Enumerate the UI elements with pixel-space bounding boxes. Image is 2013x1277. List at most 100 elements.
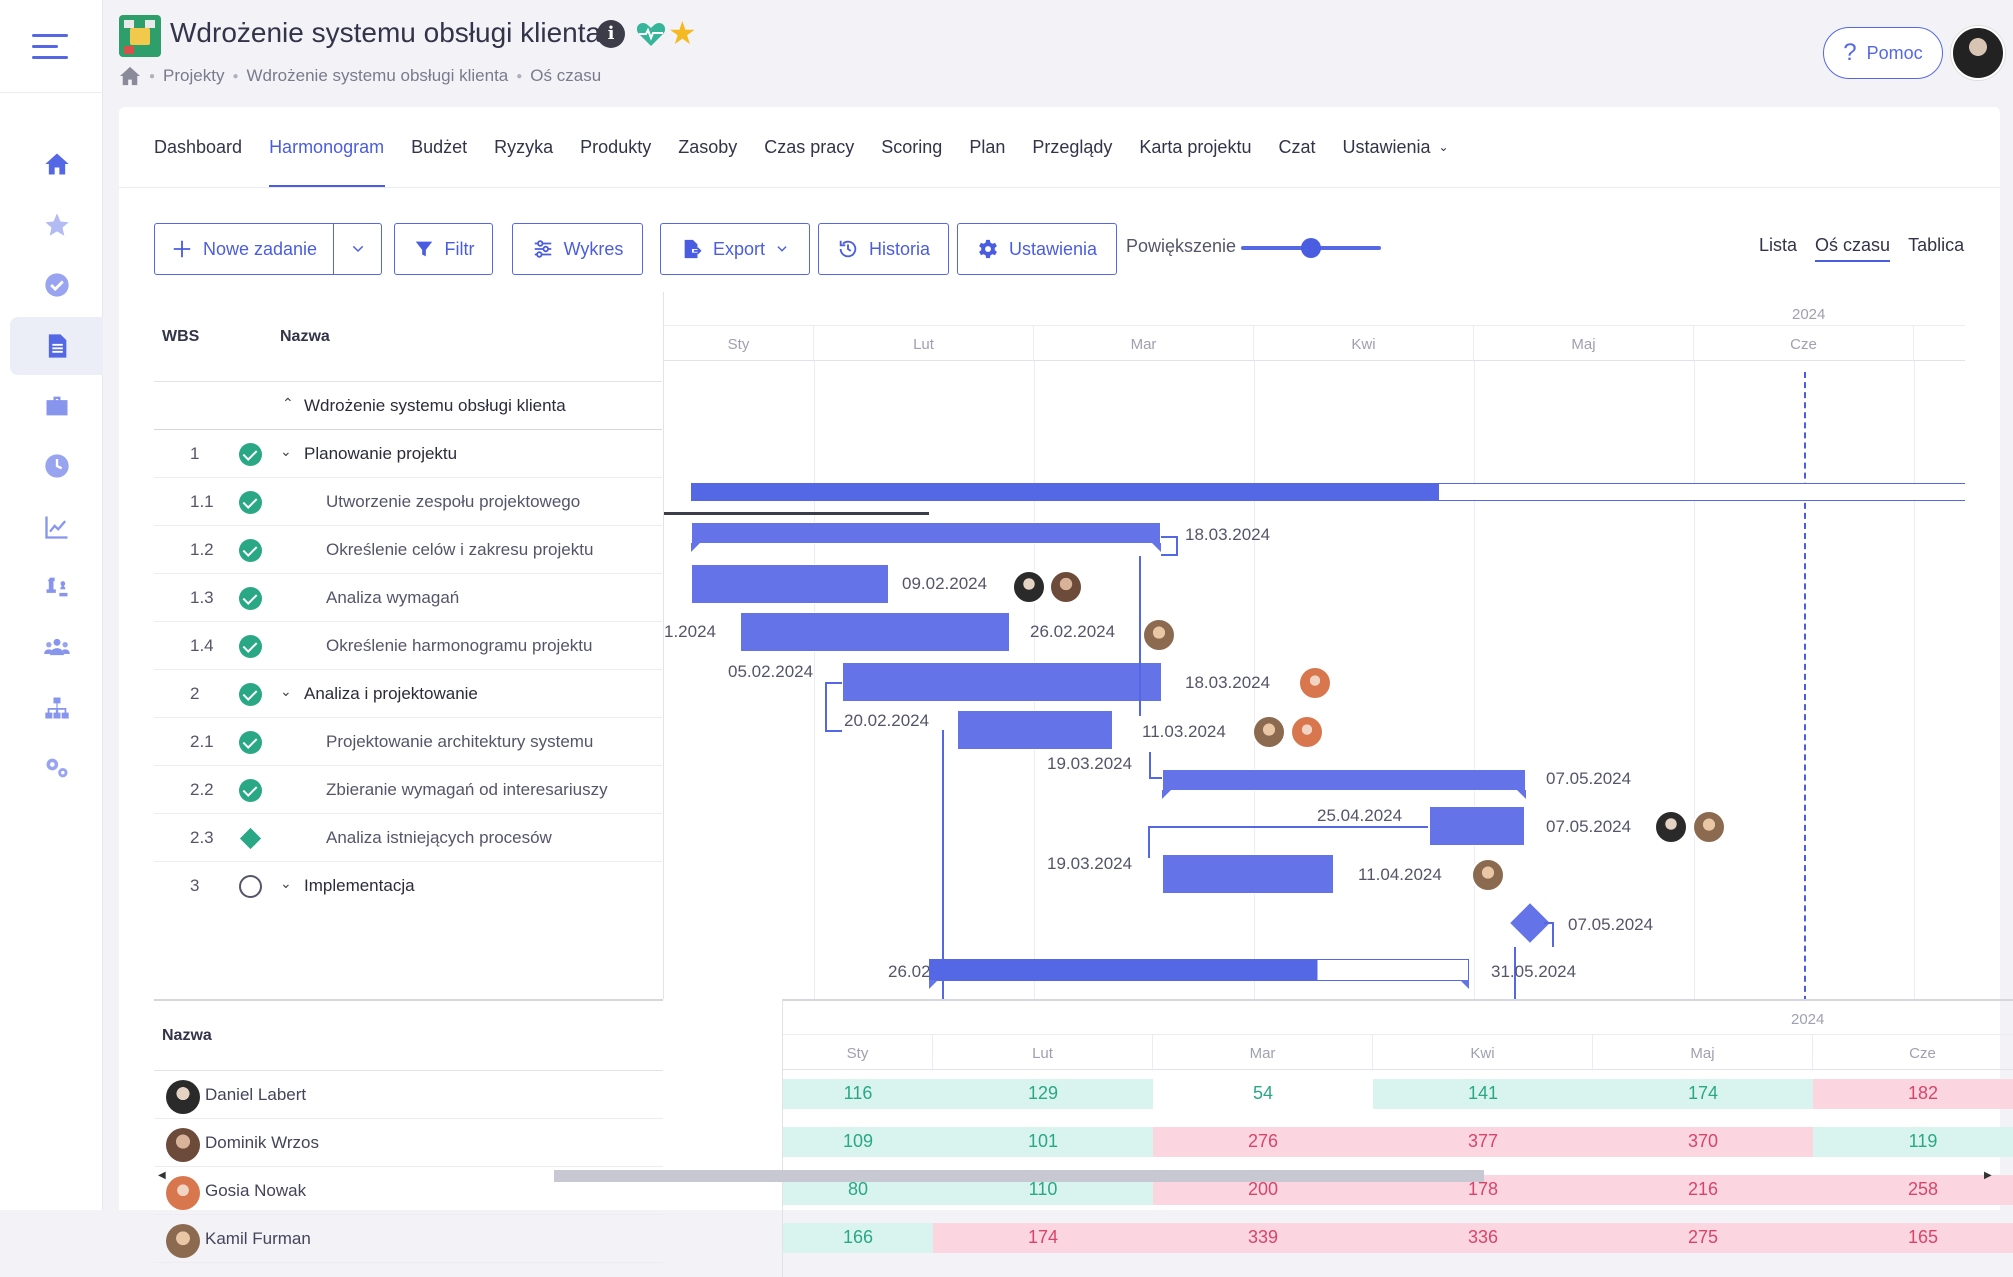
assignee-avatar[interactable] — [1471, 858, 1505, 892]
info-icon[interactable]: i — [597, 20, 625, 48]
tab-settings[interactable]: Ustawienia ⌄ — [1329, 107, 1462, 187]
tab-reviews[interactable]: Przeglądy — [1032, 136, 1113, 157]
chevron-down-icon[interactable]: ⌄ — [280, 443, 292, 459]
status-open-icon[interactable] — [239, 875, 262, 898]
col-wbs-header[interactable]: WBS — [162, 328, 200, 345]
workload-cell[interactable]: 101 — [933, 1127, 1153, 1157]
zoom-slider[interactable] — [1241, 238, 1381, 258]
task-bar[interactable] — [842, 662, 1162, 702]
new-task-dropdown-button[interactable] — [333, 223, 382, 275]
table-row[interactable]: 1.1 Utworzenie zespołu projektowego — [154, 478, 662, 526]
view-timeline[interactable]: Oś czasu — [1815, 235, 1891, 262]
tab-dashboard[interactable]: Dashboard — [154, 136, 243, 157]
scroll-right-icon[interactable]: ▶ — [1984, 1170, 1992, 1181]
task-bar[interactable] — [740, 612, 1010, 652]
assignee-avatar[interactable] — [1252, 715, 1286, 749]
chart-button[interactable]: Wykres — [512, 223, 643, 275]
table-row[interactable]: 2 ⌄ Analiza i projektowanie — [154, 670, 662, 718]
workload-cell[interactable]: 116 — [783, 1079, 933, 1109]
view-list[interactable]: Lista — [1759, 235, 1798, 255]
assignee-avatar[interactable] — [1012, 570, 1046, 604]
workload-cell[interactable]: 339 — [1153, 1223, 1373, 1253]
tab-budget[interactable]: Budżet — [411, 136, 468, 157]
sidebar-item-reports[interactable] — [10, 498, 103, 556]
status-done-icon[interactable] — [239, 683, 262, 706]
sidebar-item-team[interactable] — [10, 618, 103, 676]
sidebar-item-strategy[interactable] — [10, 558, 103, 616]
status-done-icon[interactable] — [239, 587, 262, 610]
resource-timeline[interactable]: 2024 Sty Lut Mar Kwi Maj Cze 116 129 54 141… — [782, 999, 2013, 1277]
breadcrumb-home-icon[interactable] — [119, 66, 141, 86]
user-avatar[interactable] — [1951, 26, 2005, 80]
tab-chat[interactable]: Czat — [1278, 136, 1316, 157]
collapse-icon[interactable]: ⌃ — [282, 395, 294, 411]
status-done-icon[interactable] — [239, 491, 262, 514]
assignee-avatar[interactable] — [1290, 715, 1324, 749]
tab-resources[interactable]: Zasoby — [678, 136, 738, 157]
horizontal-scrollbar[interactable]: ◀ ▶ — [154, 1168, 1999, 1184]
status-done-icon[interactable] — [239, 779, 262, 802]
table-row[interactable]: 3 ⌄ Implementacja — [154, 862, 662, 910]
history-button[interactable]: Historia — [818, 223, 949, 275]
table-row[interactable]: 2.2 Zbieranie wymagań od interesariuszy — [154, 766, 662, 814]
workload-cell[interactable]: 216 — [1593, 1175, 1813, 1205]
chevron-down-icon[interactable]: ⌄ — [280, 683, 292, 699]
workload-cell[interactable]: 141 — [1373, 1079, 1593, 1109]
table-row[interactable]: 1.2 Określenie celów i zakresu projektu — [154, 526, 662, 574]
workload-cell[interactable]: 182 — [1813, 1079, 2013, 1109]
gantt-timeline[interactable]: 2024 Sty Lut Mar Kwi Maj Cze 18.03.2024 … — [663, 292, 1965, 999]
workload-cell[interactable]: 119 — [1813, 1127, 2013, 1157]
sidebar-item-home[interactable] — [10, 135, 103, 193]
zoom-thumb[interactable] — [1301, 238, 1321, 258]
sidebar-item-portfolio[interactable] — [10, 377, 103, 435]
table-row[interactable]: 2.3 Analiza istniejących procesów — [154, 814, 662, 862]
help-button[interactable]: ? Pomoc — [1823, 27, 1943, 79]
workload-cell[interactable]: 109 — [783, 1127, 933, 1157]
task-bar[interactable] — [1429, 806, 1525, 846]
assignee-avatar[interactable] — [1654, 810, 1688, 844]
table-row[interactable]: 1.4 Określenie harmonogramu projektu — [154, 622, 662, 670]
sidebar-item-favorites[interactable] — [10, 196, 103, 254]
workload-cell[interactable]: 174 — [933, 1223, 1153, 1253]
workload-cell[interactable]: 129 — [933, 1079, 1153, 1109]
resource-row[interactable]: Daniel Labert — [154, 1071, 663, 1119]
sidebar-item-settings[interactable] — [10, 739, 103, 797]
resource-row[interactable]: Dominik Wrzos — [154, 1119, 663, 1167]
task-bar[interactable] — [691, 522, 1161, 552]
table-row-root[interactable]: ⌃ Wdrożenie systemu obsługi klienta — [154, 382, 662, 430]
tab-worktime[interactable]: Czas pracy — [764, 136, 855, 157]
filter-button[interactable]: Filtr — [394, 223, 493, 275]
view-board[interactable]: Tablica — [1908, 235, 1965, 255]
workload-cell[interactable]: 276 — [1153, 1127, 1373, 1157]
resource-row[interactable]: Kamil Furman — [154, 1215, 663, 1263]
workload-cell[interactable]: 165 — [1813, 1223, 2013, 1253]
workload-cell[interactable]: 166 — [783, 1223, 933, 1253]
project-bar[interactable] — [691, 483, 1965, 501]
tab-products[interactable]: Produkty — [580, 136, 652, 157]
breadcrumb-project[interactable]: Wdrożenie systemu obsługi klienta — [246, 66, 509, 85]
health-heart-icon[interactable] — [636, 20, 666, 48]
breadcrumb-projects[interactable]: Projekty — [163, 66, 225, 85]
sidebar-item-time[interactable] — [10, 437, 103, 495]
sidebar-item-tasks[interactable] — [10, 256, 103, 314]
workload-cell[interactable]: 336 — [1373, 1223, 1593, 1253]
workload-cell[interactable]: 370 — [1593, 1127, 1813, 1157]
settings-button[interactable]: Ustawienia — [957, 223, 1117, 275]
task-bar[interactable] — [691, 564, 889, 604]
tab-plan[interactable]: Plan — [969, 136, 1006, 157]
task-bar[interactable] — [1162, 854, 1334, 894]
workload-cell[interactable]: 275 — [1593, 1223, 1813, 1253]
status-done-icon[interactable] — [239, 443, 262, 466]
table-row[interactable]: 1.3 Analiza wymagań — [154, 574, 662, 622]
chevron-down-icon[interactable]: ⌄ — [280, 875, 292, 891]
menu-icon[interactable] — [32, 34, 68, 60]
workload-cell[interactable]: 377 — [1373, 1127, 1593, 1157]
col-name-header[interactable]: Nazwa — [280, 328, 330, 345]
scrollbar-thumb[interactable] — [554, 1170, 1484, 1182]
assignee-avatar[interactable] — [1298, 666, 1332, 700]
workload-cell[interactable]: 258 — [1813, 1175, 2013, 1205]
task-bar[interactable] — [1162, 769, 1526, 799]
task-bar[interactable] — [929, 959, 1469, 989]
assignee-avatar[interactable] — [1049, 570, 1083, 604]
sidebar-item-projects[interactable] — [10, 317, 103, 375]
